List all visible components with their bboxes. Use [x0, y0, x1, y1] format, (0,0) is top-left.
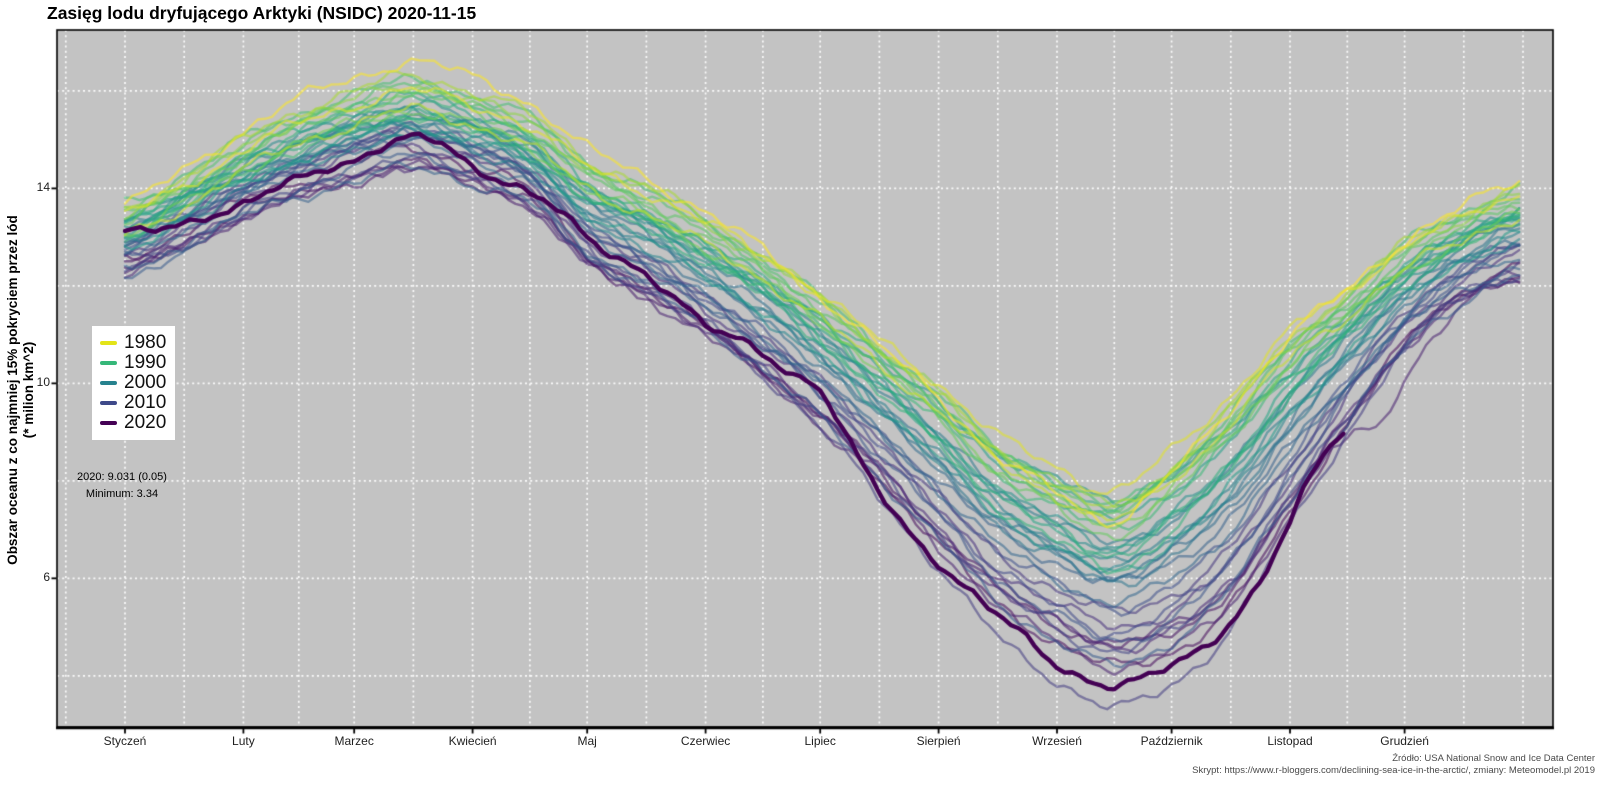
- annotation: 2020: 9.031 (0.05) Minimum: 3.34: [52, 469, 192, 502]
- legend-label-1980: 1980: [124, 332, 167, 353]
- legend-label-2010: 2010: [124, 392, 167, 413]
- legend: 1980 1990 2000 2010 2020: [92, 326, 176, 440]
- x-tick-label-5: Maj: [577, 734, 597, 748]
- x-tick-label-7: Lipiec: [804, 734, 836, 748]
- legend-swatch-2000: [100, 380, 117, 386]
- x-tick-label-6: Czerwiec: [680, 734, 731, 748]
- legend-swatch-1990: [100, 360, 117, 366]
- caption-script: Skrypt: https://www.r-bloggers.com/decli…: [1192, 764, 1595, 776]
- legend-item-2010: 2010: [100, 393, 166, 413]
- legend-label-2000: 2000: [124, 372, 167, 393]
- x-tick-label-8: Sierpień: [916, 734, 961, 748]
- x-tick-label-10: Październik: [1140, 734, 1203, 748]
- x-tick-label-11: Listopad: [1267, 734, 1313, 748]
- x-tick-label-2: Luty: [232, 734, 255, 748]
- x-tick-label-4: Kwiecień: [448, 734, 497, 748]
- legend-label-2020: 2020: [124, 412, 167, 433]
- annotation-latest-value: 2020: 9.031 (0.05): [77, 471, 167, 483]
- legend-item-2020: 2020: [100, 413, 166, 433]
- annotation-minimum: Minimum: 3.34: [85, 487, 159, 500]
- legend-item-1990: 1990: [100, 353, 166, 373]
- legend-item-1980: 1980: [100, 333, 166, 353]
- legend-swatch-1980: [100, 340, 117, 346]
- y-axis-label: Obszar oceanu z co najmniej 15% pokrycie…: [5, 155, 41, 625]
- y-axis-label-line1: Obszar oceanu z co najmniej 15% pokrycie…: [5, 215, 20, 565]
- x-tick-label-12: Grudzień: [1380, 734, 1429, 748]
- chart-title: Zasięg lodu dryfującego Arktyki (NSIDC) …: [47, 3, 477, 23]
- y-tick-label-10: 10: [36, 375, 50, 390]
- x-tick-label-9: Wrzesień: [1032, 734, 1082, 748]
- caption-source: Źródło: USA National Snow and Ice Data C…: [1392, 753, 1595, 764]
- legend-swatch-2010: [100, 400, 117, 406]
- y-tick-label-14: 14: [36, 180, 50, 195]
- y-tick-label-6: 6: [43, 570, 50, 585]
- caption: Źródło: USA National Snow and Ice Data C…: [1192, 753, 1595, 776]
- x-tick-label-3: Marzec: [334, 734, 374, 748]
- x-tick-label-1: Styczeń: [103, 734, 147, 748]
- legend-label-1990: 1990: [124, 352, 167, 373]
- legend-swatch-2020: [100, 420, 117, 426]
- legend-item-2000: 2000: [100, 373, 166, 393]
- y-axis-label-line2: (* milion km^2): [21, 341, 36, 439]
